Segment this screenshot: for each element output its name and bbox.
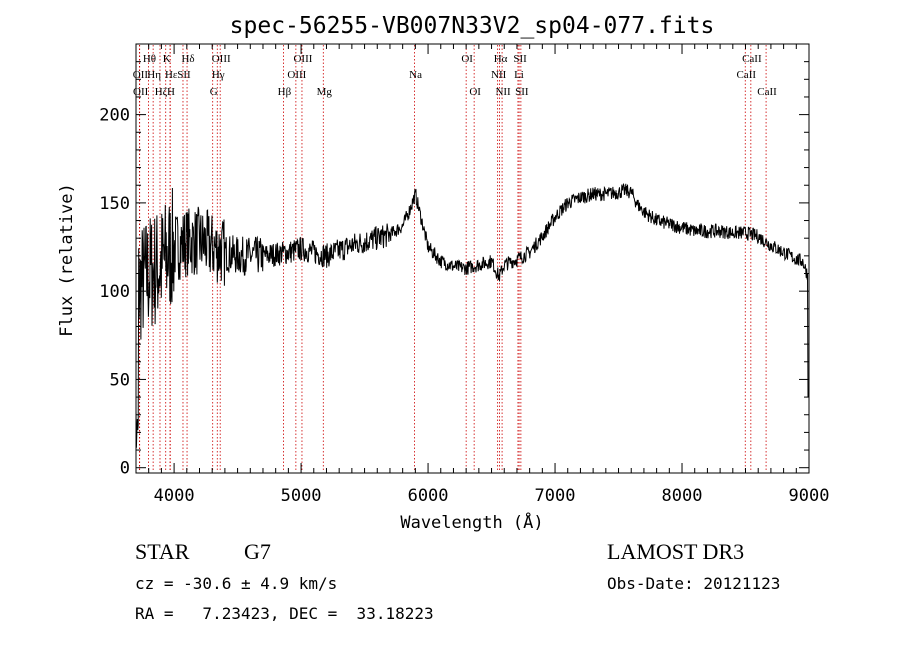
x-axis-ticks: 4000 5000 6000 7000 8000 9000	[135, 44, 830, 506]
line-label-9: Hδ	[181, 53, 194, 65]
x-tick-label-0: 4000	[154, 486, 195, 506]
line-label-17: Na	[409, 69, 422, 81]
object-subclass: G7	[244, 539, 271, 564]
x-tick-label-4: 8000	[662, 486, 703, 506]
line-label-27: CaII	[736, 69, 756, 81]
y-tick-label-4: 200	[99, 106, 130, 126]
y-tick-label-0: 0	[120, 459, 130, 479]
line-label-8: SII	[177, 69, 191, 81]
line-label-1: OII	[133, 69, 149, 81]
line-label-26: CaII	[742, 53, 762, 65]
line-label-23: SII	[513, 53, 527, 65]
line-label-20: Hα	[494, 53, 508, 65]
line-label-0: Hθ	[143, 53, 156, 65]
x-tick-label-1: 5000	[281, 486, 322, 506]
y-axis-label: Flux (relative)	[57, 183, 77, 337]
coordinates: RA = 7.23423, DEC = 33.18223	[135, 604, 434, 623]
line-label-24: Li	[514, 69, 524, 81]
line-label-6: Hε	[165, 69, 178, 81]
line-label-11: Hγ	[212, 69, 225, 81]
y-tick-label-2: 100	[99, 282, 130, 302]
line-label-4: Hζ	[155, 86, 168, 98]
x-axis-label: Wavelength (Å)	[400, 511, 543, 533]
line-label-14: OIII	[293, 53, 312, 65]
line-label-12: G	[210, 86, 218, 98]
line-label-5: K	[163, 53, 171, 65]
x-tick-label-5: 9000	[789, 486, 830, 506]
plot-frame	[135, 43, 810, 474]
line-label-10: OIII	[212, 53, 231, 65]
spectrum-series	[135, 183, 809, 448]
line-label-28: CaII	[757, 86, 777, 98]
line-label-13: Hβ	[278, 86, 292, 98]
y-axis-ticks: 0 50 100 150 200	[99, 61, 809, 479]
redshift-cz: cz = -30.6 ± 4.9 km/s	[135, 574, 337, 593]
x-tick-label-2: 6000	[408, 486, 449, 506]
line-label-21: NII	[491, 69, 507, 81]
chart-title: spec-56255-VB007N33V2_sp04-077.fits	[230, 13, 715, 39]
line-label-3: OII	[133, 86, 149, 98]
line-label-7: H	[167, 86, 175, 98]
y-tick-label-1: 50	[110, 370, 130, 390]
line-label-15: OIII	[287, 69, 306, 81]
x-tick-label-3: 7000	[535, 486, 576, 506]
y-tick-label-3: 150	[99, 194, 130, 214]
line-label-19: OI	[469, 86, 481, 98]
obs-date: Obs-Date: 20121123	[607, 574, 780, 593]
spectral-line-markers	[139, 45, 767, 472]
line-label-22: NII	[495, 86, 511, 98]
line-label-18: OI	[461, 53, 473, 65]
survey-name: LAMOST DR3	[607, 539, 744, 564]
line-label-25: SII	[515, 86, 529, 98]
line-label-2: Hη	[147, 69, 161, 81]
line-label-16: Mg	[317, 86, 333, 98]
object-class: STAR	[135, 539, 190, 564]
